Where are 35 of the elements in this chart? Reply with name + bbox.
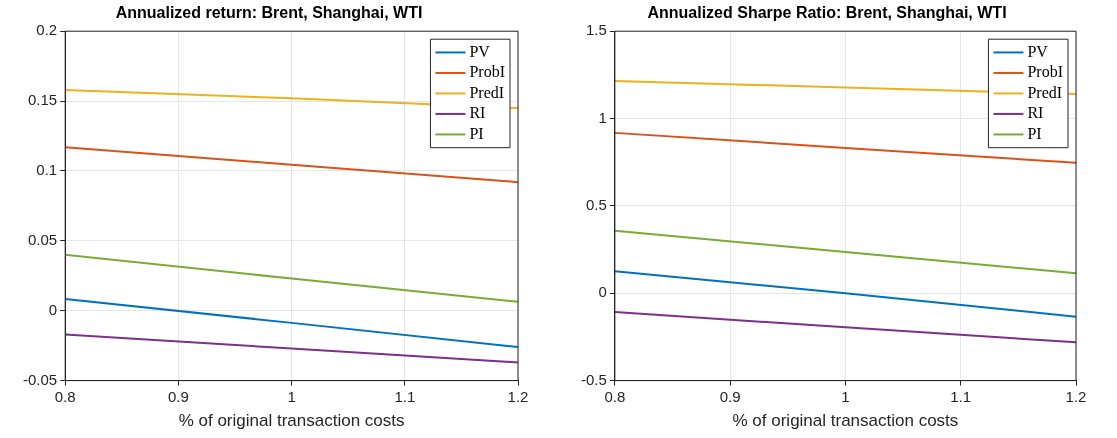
x-axis-title: % of original transaction costs [178,411,405,431]
legend-label: RI [1027,104,1044,122]
chart-title: Annualized Sharpe Ratio: Brent, Shanghai, WTI [647,4,1007,22]
x-axis-title: % of original transaction costs [732,411,959,431]
legend-label: ProbI [1027,63,1064,81]
legend-label: ProbI [469,63,506,81]
legend-label: PredI [1027,83,1063,101]
x-tick-label: 1 [841,387,850,405]
y-tick-label: 0.1 [36,161,58,179]
y-tick-label: 0.2 [36,21,58,39]
x-tick-label: 1.2 [507,387,529,405]
y-tick-label: 1.5 [585,21,607,39]
legend-label: PV [469,42,491,60]
x-tick-label: 1.1 [394,387,416,405]
legend-label: PI [1027,124,1042,142]
x-tick-label: 1.1 [950,387,972,405]
chart-title: Annualized return: Brent, Shanghai, WTI [115,4,423,22]
y-tick-label: -0.05 [22,370,58,388]
y-tick-label: 0 [598,283,607,301]
x-tick-label: 1 [287,387,296,405]
y-tick-label: -0.5 [580,370,607,388]
y-tick-label: 0.5 [585,196,607,214]
x-tick-label: 0.9 [167,387,189,405]
x-tick-label: 1.2 [1065,387,1087,405]
y-tick-label: 0 [48,300,58,318]
legend-label: RI [469,104,486,122]
x-tick-label: 0.9 [719,387,741,405]
y-tick-label: 1 [598,108,607,126]
legend-label: PV [1027,42,1049,60]
y-tick-label: 0.15 [27,91,58,109]
legend-label: PredI [469,83,505,101]
y-tick-label: 0.05 [27,230,58,248]
x-tick-label: 0.8 [54,387,76,405]
x-tick-label: 0.8 [604,387,626,405]
legend-label: PI [469,124,484,142]
